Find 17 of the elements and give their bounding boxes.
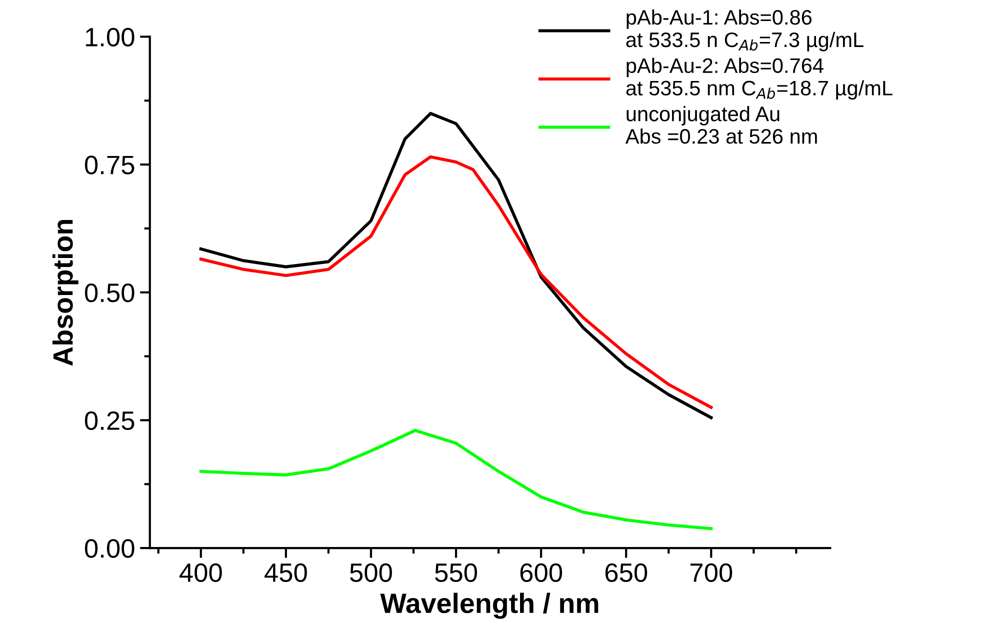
x-tick-label: 650	[605, 563, 648, 582]
y-tick-label: 1.00	[86, 28, 134, 47]
x-tick-label: 450	[264, 563, 307, 582]
x-axis-title: Wavelength / nm	[380, 592, 598, 619]
y-tick-label: 0.75	[84, 156, 134, 174]
line-series	[199, 155, 713, 409]
y-axis-title: Absorption	[52, 220, 78, 366]
x-tick-label: 500	[350, 563, 392, 582]
x-tick-label: 700	[690, 563, 732, 582]
x-tick-label: 550	[435, 563, 478, 582]
x-tick-label: 400	[179, 563, 222, 582]
y-tick-label: 0.50	[84, 284, 134, 302]
y-tick-label: 0.00	[84, 539, 134, 558]
line-series	[199, 428, 713, 530]
legend-label: unconjugated Au Abs =0.23 at 526 nm	[625, 106, 817, 144]
x-tick-label: 600	[520, 563, 562, 582]
y-tick-label: 0.25	[84, 411, 134, 430]
